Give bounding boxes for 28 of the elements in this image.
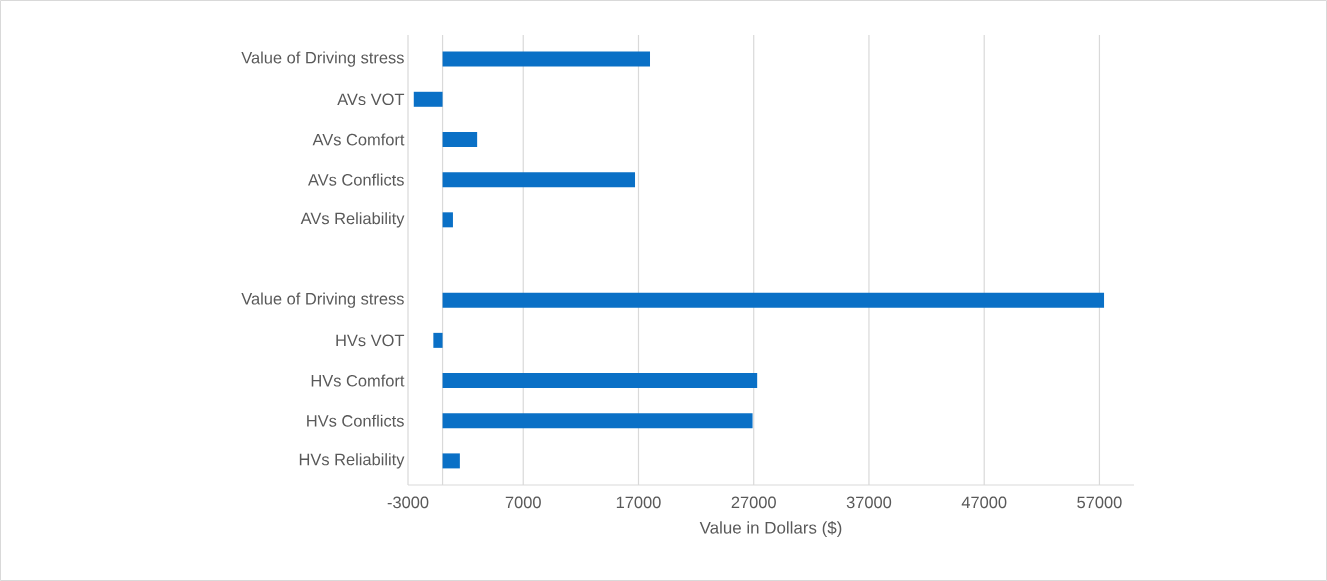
bar (442, 212, 453, 228)
bar (413, 91, 443, 107)
bar (442, 131, 478, 147)
bar (442, 373, 758, 389)
y-tick-label: HVs Conflicts (307, 414, 404, 427)
y-tick-label: Value of Driving stress (241, 292, 404, 308)
x-tick-label: 7000 (505, 496, 541, 509)
bar (433, 332, 443, 348)
x-tick-label: 57000 (1077, 496, 1122, 509)
bar (442, 292, 1105, 308)
y-tick-label: HVs Comfort (311, 374, 405, 387)
x-tick-label: -3000 (387, 496, 429, 509)
bar (442, 413, 753, 429)
x-tick-label: 47000 (961, 496, 1007, 509)
y-tick-label: AVs VOT (337, 93, 405, 106)
x-tick-label: 17000 (616, 496, 661, 509)
bar (442, 51, 650, 67)
y-tick-label: AVs Comfort (312, 133, 405, 146)
y-tick-label: HVs VOT (336, 334, 405, 347)
bar (442, 172, 636, 188)
y-tick-label: HVs Reliability (299, 453, 405, 469)
y-tick-label: Value of Driving stress (241, 51, 404, 67)
x-axis-title: Value in Dollars ($) (699, 521, 842, 538)
y-tick-label: AVs Reliability (300, 212, 405, 228)
y-tick-label: AVs Conflicts (307, 173, 404, 186)
x-tick-label: 27000 (731, 496, 776, 509)
bar (442, 453, 460, 469)
x-tick-label: 37000 (846, 496, 892, 509)
